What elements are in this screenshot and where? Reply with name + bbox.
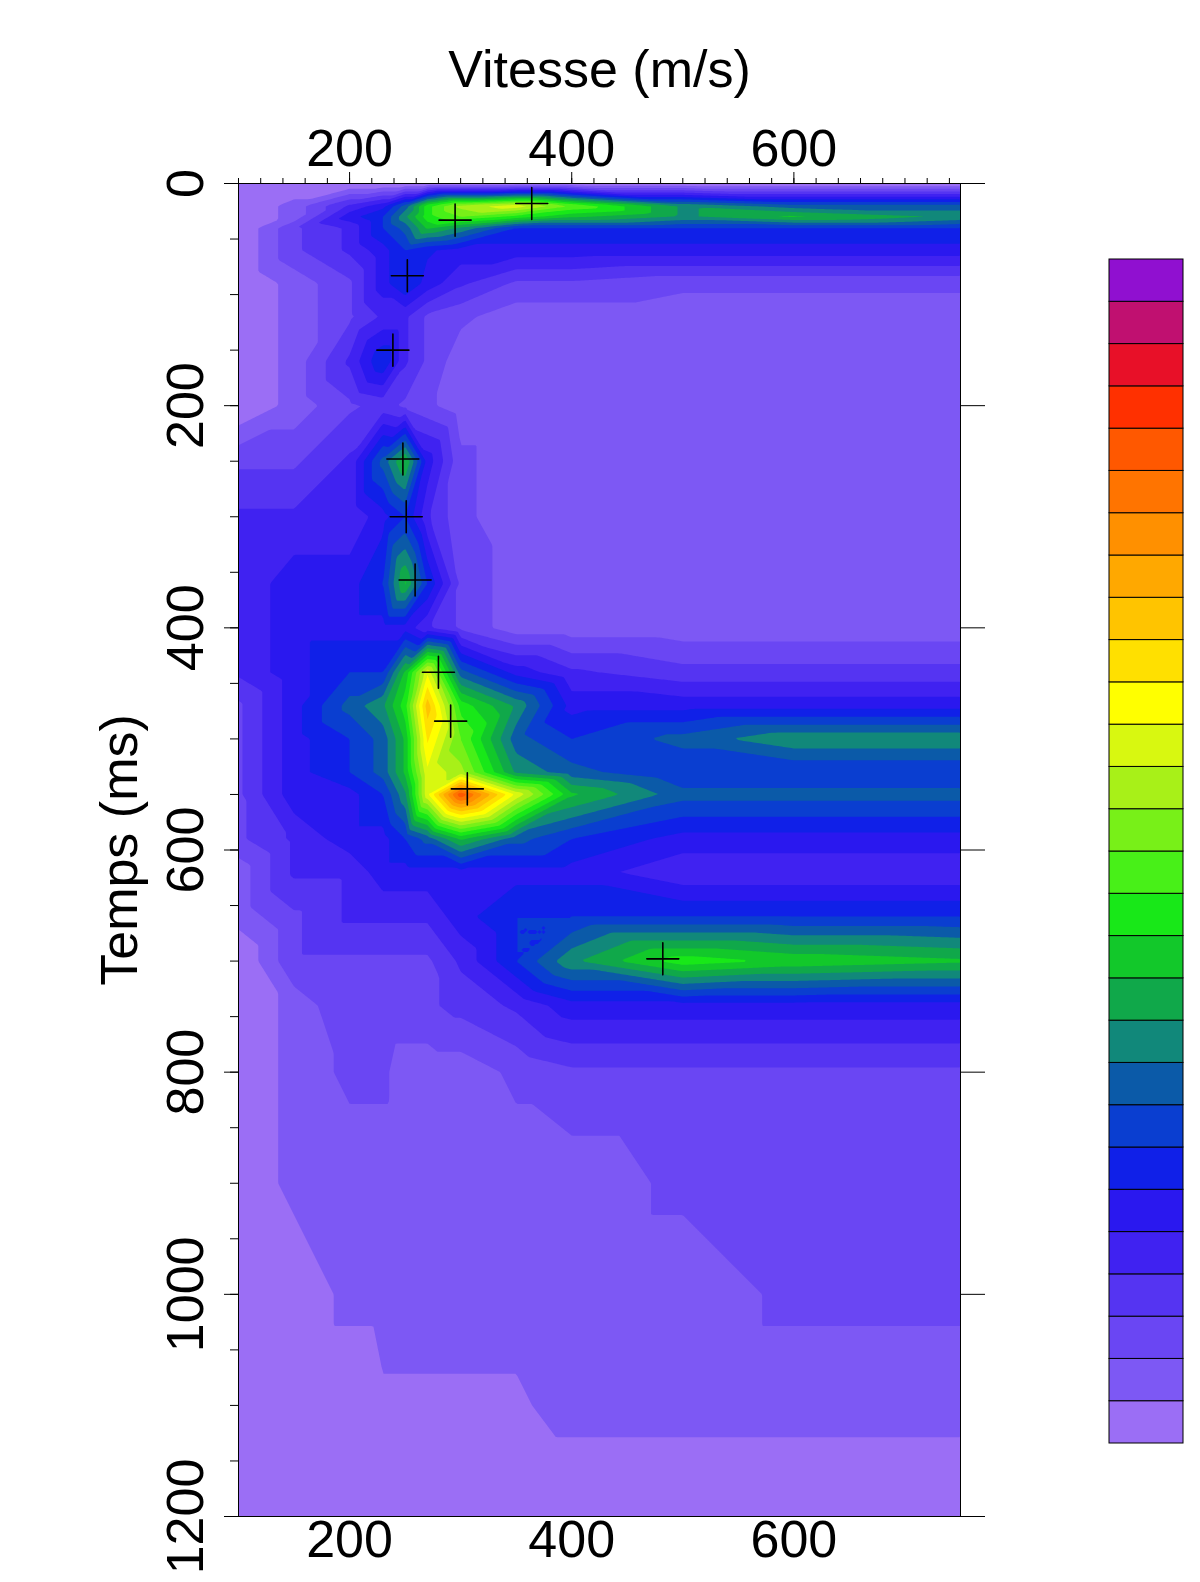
svg-text:400: 400 <box>528 1510 615 1568</box>
svg-text:200: 200 <box>306 1510 393 1568</box>
svg-text:1200: 1200 <box>156 1459 214 1575</box>
svg-text:600: 600 <box>751 1510 838 1568</box>
svg-text:400: 400 <box>156 584 214 671</box>
svg-text:1000: 1000 <box>156 1236 214 1352</box>
svg-text:800: 800 <box>156 1029 214 1116</box>
svg-text:200: 200 <box>306 119 393 177</box>
svg-text:Vitesse (m/s): Vitesse (m/s) <box>448 40 750 98</box>
svg-text:400: 400 <box>528 119 615 177</box>
svg-text:0: 0 <box>156 169 214 198</box>
svg-text:600: 600 <box>156 807 214 894</box>
svg-text:200: 200 <box>156 362 214 449</box>
svg-text:Temps (ms): Temps (ms) <box>90 714 148 986</box>
svg-text:600: 600 <box>751 119 838 177</box>
